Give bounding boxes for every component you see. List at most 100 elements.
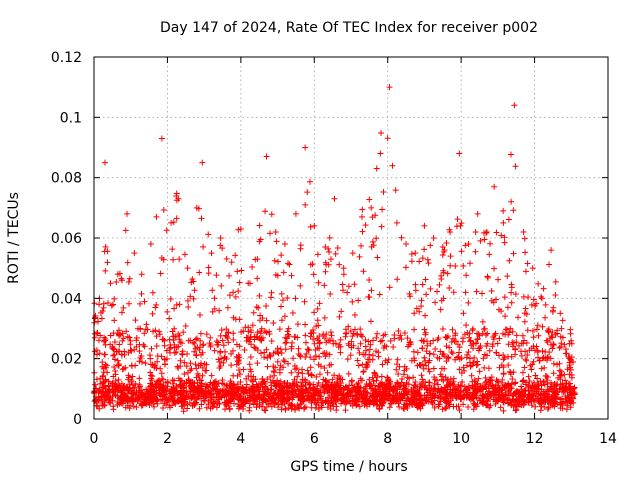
data-point [315, 279, 322, 286]
peak-point [281, 241, 288, 248]
data-point [118, 388, 125, 395]
data-point [130, 403, 137, 410]
data-point [137, 383, 144, 390]
data-point [272, 271, 279, 278]
data-point [443, 343, 450, 350]
data-point [401, 330, 408, 337]
data-point [430, 392, 437, 399]
data-point [297, 242, 304, 249]
data-point [503, 326, 510, 333]
data-point [411, 310, 418, 317]
data-point [163, 355, 170, 362]
data-point [400, 386, 407, 393]
data-point [556, 367, 563, 374]
data-point [427, 340, 434, 347]
data-point [137, 325, 144, 332]
data-point [308, 371, 315, 378]
data-point [164, 378, 171, 385]
data-point [494, 340, 501, 347]
data-point [363, 347, 370, 354]
data-point [96, 405, 103, 412]
data-point [474, 330, 481, 337]
data-point [92, 396, 99, 403]
data-point [366, 277, 373, 284]
data-point [379, 381, 386, 388]
data-point [293, 365, 300, 372]
data-point [181, 251, 188, 258]
data-point [234, 268, 241, 275]
data-point [299, 395, 306, 402]
data-point [394, 379, 401, 386]
data-point [508, 402, 515, 409]
data-point [101, 351, 108, 358]
data-point [198, 401, 205, 408]
data-point [274, 349, 281, 356]
data-point [253, 395, 260, 402]
data-point [276, 369, 283, 376]
data-point [502, 313, 509, 320]
peak-point [386, 84, 393, 91]
data-point [494, 386, 501, 393]
data-point [304, 367, 311, 374]
data-point [182, 323, 189, 330]
data-point [328, 332, 335, 339]
data-point [425, 260, 432, 267]
data-point [491, 332, 498, 339]
data-point [489, 382, 496, 389]
data-point [481, 325, 488, 332]
data-point [267, 373, 274, 380]
data-point [369, 238, 376, 245]
data-point [142, 360, 149, 367]
data-point [297, 352, 304, 359]
data-point [522, 348, 529, 355]
data-point [365, 338, 372, 345]
data-point [371, 398, 378, 405]
data-point [256, 390, 263, 397]
data-point [504, 353, 511, 360]
data-point [288, 369, 295, 376]
peak-point [474, 210, 481, 217]
data-point [190, 295, 197, 302]
data-point [276, 326, 283, 333]
data-point [506, 257, 513, 264]
data-point [258, 325, 265, 332]
data-point [359, 206, 366, 213]
data-point [210, 380, 217, 387]
data-point [427, 242, 434, 249]
data-point [394, 356, 401, 363]
data-point [205, 264, 212, 271]
data-point [543, 394, 550, 401]
data-point [358, 399, 365, 406]
data-point [217, 242, 224, 249]
data-point [530, 334, 537, 341]
peak-point [193, 204, 200, 211]
data-point [110, 301, 117, 308]
data-point [539, 348, 546, 355]
data-point [190, 400, 197, 407]
data-point [507, 369, 514, 376]
data-point [395, 400, 402, 407]
data-point [402, 264, 409, 271]
data-point [460, 364, 467, 371]
data-point [99, 384, 106, 391]
data-point [233, 384, 240, 391]
data-point [527, 362, 534, 369]
data-point [267, 386, 274, 393]
data-point [469, 325, 476, 332]
peak-point [124, 210, 131, 217]
data-point [303, 350, 310, 357]
data-point [495, 276, 502, 283]
data-point [237, 385, 244, 392]
data-point [120, 393, 127, 400]
data-point [99, 380, 106, 387]
data-point [353, 401, 360, 408]
data-point [415, 403, 422, 410]
data-point [380, 392, 387, 399]
data-point [275, 258, 282, 265]
data-point [484, 398, 491, 405]
data-point [106, 399, 113, 406]
data-point [289, 309, 296, 316]
data-point [216, 401, 223, 408]
data-point [97, 332, 104, 339]
data-point [486, 404, 493, 411]
